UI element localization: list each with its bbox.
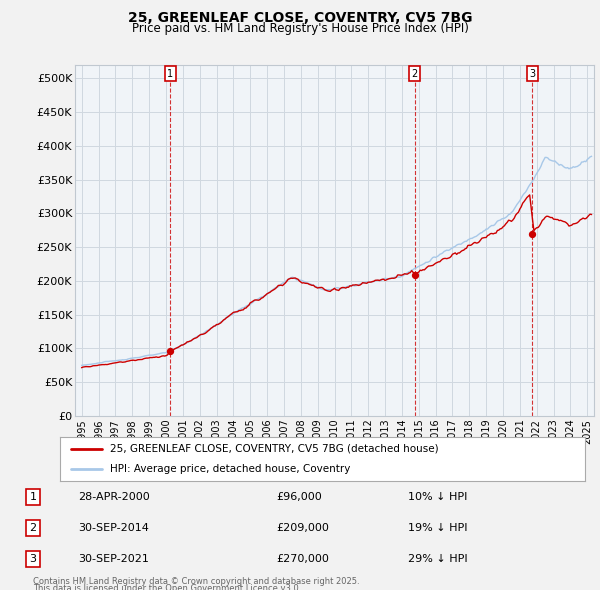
Text: £270,000: £270,000 [276,555,329,564]
Text: Contains HM Land Registry data © Crown copyright and database right 2025.: Contains HM Land Registry data © Crown c… [33,577,359,586]
Text: 28-APR-2000: 28-APR-2000 [78,492,150,502]
Text: 3: 3 [29,555,37,564]
Text: Price paid vs. HM Land Registry's House Price Index (HPI): Price paid vs. HM Land Registry's House … [131,22,469,35]
Point [410,270,419,280]
Text: 3: 3 [529,68,536,78]
Text: £209,000: £209,000 [276,523,329,533]
Point [527,229,537,238]
Text: 30-SEP-2014: 30-SEP-2014 [78,523,149,533]
Text: 29% ↓ HPI: 29% ↓ HPI [408,555,467,564]
Text: 19% ↓ HPI: 19% ↓ HPI [408,523,467,533]
Text: 1: 1 [29,492,37,502]
Text: 25, GREENLEAF CLOSE, COVENTRY, CV5 7BG (detached house): 25, GREENLEAF CLOSE, COVENTRY, CV5 7BG (… [110,444,439,454]
Text: 25, GREENLEAF CLOSE, COVENTRY, CV5 7BG: 25, GREENLEAF CLOSE, COVENTRY, CV5 7BG [128,11,472,25]
Point [166,346,175,356]
Text: HPI: Average price, detached house, Coventry: HPI: Average price, detached house, Cove… [110,464,350,474]
Text: 10% ↓ HPI: 10% ↓ HPI [408,492,467,502]
Text: £96,000: £96,000 [276,492,322,502]
Text: 1: 1 [167,68,173,78]
Text: 2: 2 [412,68,418,78]
Text: This data is licensed under the Open Government Licence v3.0.: This data is licensed under the Open Gov… [33,584,301,590]
Text: 2: 2 [29,523,37,533]
Text: 30-SEP-2021: 30-SEP-2021 [78,555,149,564]
